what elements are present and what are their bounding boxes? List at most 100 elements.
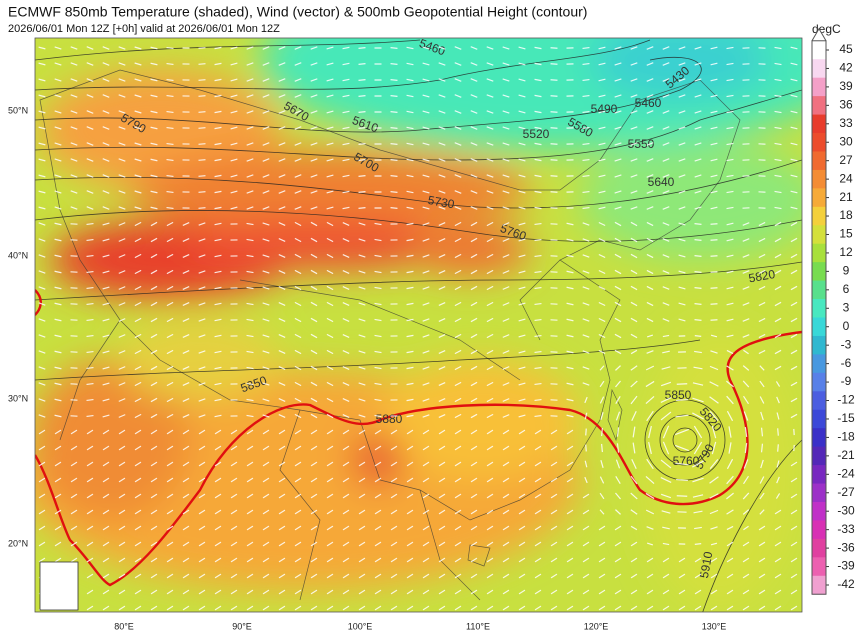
wind-arrow <box>602 444 603 452</box>
colorbar-label: -9 <box>841 374 852 388</box>
lon-label: 130°E <box>702 621 727 631</box>
wind-arrow <box>359 96 366 97</box>
wind-arrow <box>359 192 366 193</box>
wind-arrow <box>391 144 398 145</box>
wind-arrow <box>391 112 398 113</box>
colorbar-label: 33 <box>839 116 853 130</box>
lon-label: 100°E <box>348 621 373 631</box>
colorbar-swatch <box>812 502 826 521</box>
wind-arrow <box>199 208 206 209</box>
colorbar-label: -36 <box>837 540 855 554</box>
colorbar-swatch <box>812 170 826 189</box>
contour-label: 5490 <box>591 102 618 116</box>
wind-arrow <box>711 256 718 257</box>
colorbar-label: 0 <box>843 319 850 333</box>
lat-label: 40°N <box>8 250 28 260</box>
wind-arrow <box>695 224 702 225</box>
wind-arrow <box>199 192 206 193</box>
colorbar-label: 36 <box>839 98 853 112</box>
wind-arrow <box>359 144 366 145</box>
colorbar-swatch <box>812 318 826 337</box>
wind-arrow <box>391 208 398 209</box>
wind-arrow <box>167 192 174 193</box>
colorbar-swatch <box>812 373 826 392</box>
colorbar-swatch <box>812 225 826 244</box>
colorbar-label: 39 <box>839 79 853 93</box>
lat-label: 50°N <box>8 105 28 115</box>
colorbar-label: -24 <box>837 466 855 480</box>
colorbar-label: -18 <box>837 430 855 444</box>
colorbar-swatch <box>812 336 826 355</box>
colorbar-swatch <box>812 244 826 263</box>
wind-arrow <box>602 428 603 436</box>
wind-arrow <box>695 320 702 321</box>
wind-arrow <box>551 80 558 81</box>
wind-arrow <box>199 96 206 97</box>
contour-label: 5460 <box>635 96 662 110</box>
wind-arrow <box>711 240 718 241</box>
colorbar-label: -30 <box>837 503 855 517</box>
wind-arrow <box>167 80 174 81</box>
lon-label: 110°E <box>466 621 490 631</box>
wind-arrow <box>391 176 398 177</box>
wind-arrow <box>359 80 366 81</box>
wind-arrow <box>711 288 718 289</box>
title: ECMWF 850mb Temperature (shaded), Wind (… <box>8 4 587 20</box>
wind-arrow <box>199 176 206 177</box>
wind-arrow <box>551 112 558 113</box>
colorbar-swatch <box>812 207 826 226</box>
colorbar-swatch <box>812 299 826 318</box>
contour-label: 5640 <box>648 175 675 189</box>
wind-arrow <box>711 224 718 225</box>
wind-arrow <box>359 48 366 49</box>
wind-arrow <box>695 304 702 305</box>
colorbar-swatch <box>812 96 826 115</box>
colorbar-swatch <box>812 133 826 152</box>
wind-arrow <box>167 128 174 129</box>
wind-arrow <box>199 80 206 81</box>
wind-arrow <box>359 128 366 129</box>
wind-arrow <box>199 64 206 65</box>
wind-arrow <box>551 208 558 209</box>
colorbar-swatch <box>812 262 826 281</box>
wind-arrow <box>586 445 587 452</box>
wind-arrow <box>391 48 398 49</box>
wind-arrow <box>695 240 702 241</box>
colorbar-swatch <box>812 428 826 447</box>
colorbar-swatch <box>812 576 826 595</box>
colorbar-swatch <box>812 151 826 170</box>
wind-arrow <box>391 96 398 97</box>
wind-arrow <box>695 336 701 337</box>
colorbar-label: 12 <box>839 245 853 259</box>
wind-arrow <box>551 144 558 145</box>
colorbar-label: -42 <box>837 577 855 591</box>
lat-label: 20°N <box>8 538 28 548</box>
contour-label: 5880 <box>376 412 403 426</box>
wind-arrow <box>391 64 398 65</box>
colorbar-swatch <box>812 447 826 466</box>
wind-arrow <box>359 64 366 65</box>
colorbar-label: 21 <box>839 190 853 204</box>
colorbar-label: 45 <box>839 42 853 56</box>
colorbar-label: 42 <box>839 61 853 75</box>
colorbar-label: -21 <box>837 448 855 462</box>
wind-arrow <box>167 144 174 145</box>
wind-arrow <box>199 128 206 129</box>
wind-arrow <box>391 160 398 161</box>
colorbar-swatch <box>812 465 826 484</box>
colorbar-label: 3 <box>843 300 850 314</box>
colorbar-label: 27 <box>839 153 853 167</box>
lon-label: 90°E <box>232 621 252 631</box>
wind-arrow <box>167 176 174 177</box>
wind-arrow <box>695 544 701 545</box>
wind-arrow <box>551 192 558 193</box>
wind-arrow <box>359 176 366 177</box>
colorbar-swatch <box>812 41 826 60</box>
wind-arrow <box>551 96 558 97</box>
wind-arrow <box>359 160 366 161</box>
wind-arrow <box>199 160 206 161</box>
wind-arrow <box>711 304 718 305</box>
contour-label: 5520 <box>523 127 550 141</box>
wind-arrow <box>551 64 558 65</box>
